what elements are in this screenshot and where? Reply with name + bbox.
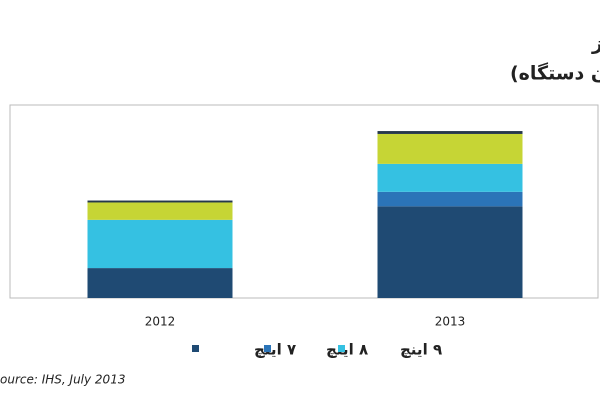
legend-label: ۷ اینچ: [254, 341, 296, 359]
bar-segment: [377, 131, 523, 134]
bar-segment: [87, 200, 233, 203]
bar-segment: [87, 219, 233, 269]
bar-segment: [377, 163, 523, 192]
bar-segment: [377, 191, 523, 207]
source-note: ource: IHS, July 2013: [0, 373, 125, 387]
bar-segment: [87, 202, 233, 220]
chart-title: میزان صادرات جهانی پنل های انواع تبلت بر…: [591, 33, 600, 55]
chart-subtitle: در سال ۲۰۱۲ و ۲۰۱۳ ( به میلیون دستگاه): [510, 62, 600, 85]
legend-swatch: [192, 345, 199, 352]
x-tick-label: 2013: [435, 315, 466, 329]
legend-swatch: [264, 345, 271, 352]
legend-swatch: [338, 345, 345, 352]
bar-segment: [377, 206, 523, 298]
x-tick-label: 2012: [145, 315, 176, 329]
plot-frame: [9, 104, 599, 299]
bar-segment: [87, 268, 233, 298]
legend-label: ۸ اینچ: [326, 341, 368, 359]
bar-segment: [377, 133, 523, 164]
legend-label: ۹ اینچ: [400, 341, 442, 359]
